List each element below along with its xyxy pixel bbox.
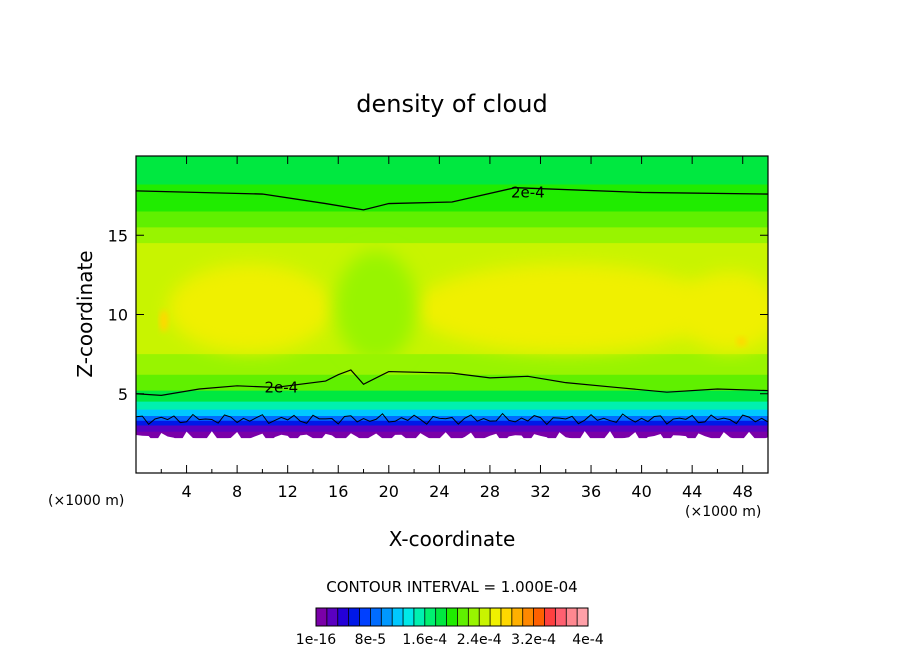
colorbar-swatch (468, 608, 480, 626)
colorbar-swatch (533, 608, 545, 626)
y-axis-ticks: 5 10 15 (108, 226, 768, 404)
field-spot (159, 309, 169, 332)
x-tick-label: 12 (278, 482, 298, 501)
colorbar-tick-label: 1e-16 (296, 632, 336, 648)
colorbar-swatch (544, 608, 556, 626)
y-tick-label: 10 (108, 306, 128, 325)
contour-label: 2e-4 (511, 183, 545, 201)
y-tick-label: 5 (118, 385, 128, 404)
colorbar-swatch (577, 608, 589, 626)
contour-lines (136, 187, 768, 426)
colorbar-swatch (424, 608, 437, 626)
colorbar-tick-label: 3.2e-4 (511, 632, 556, 648)
colorbar-swatch (370, 608, 382, 626)
chart-title: density of cloud (356, 90, 547, 118)
x-tick-label: 40 (631, 482, 651, 501)
colorbar-tick-label: 8e-5 (355, 632, 386, 648)
contour-line-top (136, 187, 768, 211)
contour-line-base (136, 412, 768, 426)
z-unit-label: (×1000 m) (48, 493, 124, 509)
colorbar-swatch (381, 608, 393, 626)
colorbar-swatch (359, 608, 371, 626)
colorbar-swatch (446, 608, 458, 626)
field-clear-region (136, 431, 768, 473)
x-tick-label: 36 (581, 482, 601, 501)
x-axis-label: X-coordinate (389, 527, 516, 551)
colorbar-tick-label: 2.4e-4 (457, 632, 502, 648)
y-axis-label: Z-coordinate (73, 250, 97, 377)
colorbar (315, 607, 589, 627)
field-core (679, 271, 768, 351)
colorbar-swatch (490, 608, 502, 626)
field-core (167, 263, 332, 353)
colorbar-tick-label: 4e-4 (572, 632, 604, 648)
colorbar-frame (315, 607, 589, 627)
colorbar-tick-labels: 1e-16 8e-5 1.6e-4 2.4e-4 3.2e-4 4e-4 (296, 632, 604, 648)
x-tick-label: 16 (328, 482, 348, 501)
x-tick-label: 4 (181, 482, 191, 501)
colorbar-swatch (566, 608, 578, 626)
x-tick-label: 48 (733, 482, 753, 501)
contour-labels: 2e-4 2e-4 (264, 183, 545, 396)
colorbar-tick-label: 1.6e-4 (402, 632, 447, 648)
x-tick-label: 28 (480, 482, 500, 501)
x-axis-ticks: 4 8 12 16 20 24 28 32 36 40 44 48 (160, 156, 753, 501)
x-unit-label: (×1000 m) (685, 504, 761, 520)
colorbar-swatch (413, 608, 426, 626)
colorbar-swatch (337, 608, 350, 626)
contour-label: 2e-4 (264, 378, 298, 396)
x-tick-label: 44 (682, 482, 702, 501)
colorbar-swatch (511, 608, 524, 626)
field-core (414, 263, 718, 353)
x-tick-label: 24 (429, 482, 449, 501)
colorbar-swatch (522, 608, 535, 626)
colorbar-swatch (316, 608, 328, 626)
x-tick-label: 20 (379, 482, 399, 501)
contour-interval-text: CONTOUR INTERVAL = 1.000E-04 (326, 578, 577, 596)
density-field (136, 156, 768, 473)
colorbar-swatch (403, 608, 415, 626)
field-spot (736, 336, 747, 347)
contour-line-lower (136, 369, 768, 396)
colorbar-swatch (326, 608, 339, 626)
colorbar-swatch (435, 608, 448, 626)
field-gap (335, 251, 417, 363)
x-tick-label: 32 (530, 482, 550, 501)
x-tick-label: 8 (232, 482, 242, 501)
colorbar-swatch (500, 608, 513, 626)
colorbar-swatch (457, 608, 469, 626)
colorbar-swatch (479, 608, 491, 626)
y-tick-label: 15 (108, 226, 128, 245)
colorbar-swatch (555, 608, 567, 626)
colorbar-swatch (392, 608, 404, 626)
colorbar-swatch (348, 608, 361, 626)
